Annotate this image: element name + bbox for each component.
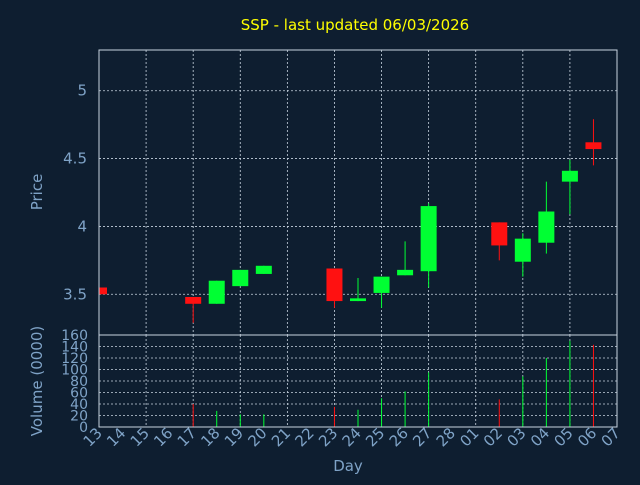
volume-tick-label: 100 xyxy=(61,363,88,379)
price-axis-label: Price xyxy=(28,174,46,211)
chart-title: SSP - last updated 06/03/2026 xyxy=(241,16,469,34)
price-tick-label: 3.5 xyxy=(63,285,87,303)
volume-tick-label: 160 xyxy=(61,328,88,344)
volume-tick-label: 120 xyxy=(61,351,88,367)
candle-body xyxy=(538,211,555,243)
volume-tick-label: 60 xyxy=(70,386,88,402)
candle-body xyxy=(514,238,531,262)
candle-body xyxy=(326,268,343,302)
volume-bars-layer xyxy=(192,340,594,427)
price-tick-label: 4.5 xyxy=(63,150,87,168)
candle-body xyxy=(373,276,390,293)
volume-axis-label: Volume (0000) xyxy=(28,326,46,436)
candle-body xyxy=(99,287,107,295)
candle-body xyxy=(420,206,437,272)
volume-tick-label: 80 xyxy=(70,374,88,390)
x-axis-label: Day xyxy=(333,457,363,475)
candle-body xyxy=(561,170,578,182)
candle-body xyxy=(185,297,202,304)
volume-tick-label: 20 xyxy=(70,409,88,425)
candle-body xyxy=(208,280,225,304)
candle-body xyxy=(232,269,249,287)
candle-body xyxy=(255,265,272,274)
candle-body xyxy=(397,269,414,276)
volume-panel-frame xyxy=(98,334,618,428)
volume-tick-label: 40 xyxy=(70,397,88,413)
volume-tick-label: 140 xyxy=(61,340,88,356)
price-tick-label: 4 xyxy=(77,217,87,235)
price-tick-labels: 3.5 4 4.5 5 xyxy=(63,82,87,304)
x-tick-labels: 1314151617181920212223242526272801020304… xyxy=(80,424,624,450)
price-tick-label: 5 xyxy=(77,82,87,100)
candle-body xyxy=(585,142,602,150)
candle-body xyxy=(350,298,366,302)
candle-body xyxy=(491,222,508,246)
volume-tick-label: 0 xyxy=(79,420,88,436)
candles-layer xyxy=(98,119,602,323)
